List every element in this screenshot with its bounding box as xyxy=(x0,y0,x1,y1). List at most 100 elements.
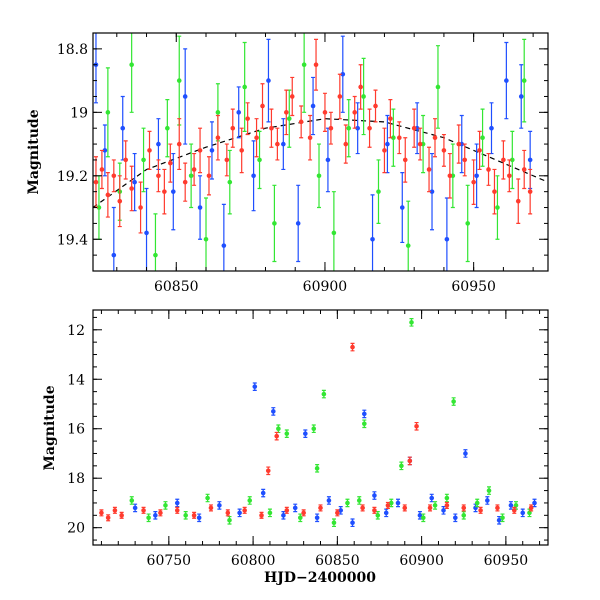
top-data-point xyxy=(435,84,441,90)
bottom-data-point xyxy=(99,510,104,516)
bottom-data-point xyxy=(372,508,377,513)
bottom-data-point xyxy=(383,510,389,516)
top-ticks xyxy=(93,32,548,272)
top-data-point xyxy=(328,125,334,131)
top-data-point xyxy=(165,125,170,131)
bottom-data-point xyxy=(284,508,290,513)
bottom-series-red-band xyxy=(99,342,534,522)
bottom-data-point xyxy=(267,510,273,516)
top-data-point xyxy=(307,135,313,141)
top-data-point xyxy=(518,94,524,99)
top-data-point xyxy=(191,167,197,172)
bottom-data-point xyxy=(321,391,327,397)
top-data-point xyxy=(426,167,432,172)
top-data-point xyxy=(331,230,337,236)
top-data-point xyxy=(105,110,111,115)
bottom-y-tick-label: 20 xyxy=(67,521,85,537)
bottom-data-point xyxy=(205,495,210,501)
bottom-data-point xyxy=(129,498,135,503)
top-data-point xyxy=(93,179,99,185)
top-data-point xyxy=(215,135,221,141)
bottom-data-point xyxy=(508,503,514,508)
bottom-data-point xyxy=(402,505,408,511)
bottom-ticks xyxy=(93,310,548,545)
bottom-data-point xyxy=(274,433,279,439)
top-data-point xyxy=(447,173,453,179)
bottom-data-point xyxy=(271,409,276,414)
top-data-point xyxy=(129,62,134,68)
top-data-point xyxy=(254,135,259,141)
bottom-data-point xyxy=(225,510,231,516)
bottom-data-point xyxy=(532,500,537,506)
top-data-point xyxy=(441,148,447,153)
top-data-point xyxy=(402,157,408,163)
top-x-tick-label: 60950 xyxy=(451,279,496,295)
top-data-point xyxy=(197,205,203,210)
top-data-point xyxy=(489,125,494,131)
top-data-point xyxy=(284,110,289,115)
bottom-ylabel: Magnitude xyxy=(42,385,58,470)
bottom-data-point xyxy=(441,508,446,513)
top-data-point xyxy=(206,173,212,179)
top-data-point xyxy=(257,157,262,163)
bottom-data-point xyxy=(407,458,413,464)
bottom-y-tick-label: 18 xyxy=(67,471,85,487)
top-data-point xyxy=(358,84,363,90)
bottom-data-point xyxy=(153,513,158,518)
bottom-data-point xyxy=(463,451,468,456)
top-data-point xyxy=(316,173,322,179)
top-data-point xyxy=(230,125,236,131)
bottom-data-point xyxy=(141,508,146,513)
top-data-point xyxy=(197,148,203,153)
top-data-point xyxy=(281,141,286,147)
top-series-red-band xyxy=(93,38,533,234)
top-data-point xyxy=(182,94,188,99)
top-data-point xyxy=(397,135,402,141)
top-data-point xyxy=(322,110,328,115)
top-data-point xyxy=(298,119,304,125)
bottom-data-point xyxy=(314,466,320,471)
bottom-data-point xyxy=(527,510,532,516)
bottom-data-point xyxy=(485,498,490,503)
bottom-data-point xyxy=(119,513,124,518)
bottom-data-point xyxy=(260,490,266,496)
top-data-point xyxy=(269,125,274,131)
top-data-point xyxy=(391,135,396,141)
bottom-y-tick-label: 16 xyxy=(67,422,85,438)
top-data-point xyxy=(495,205,500,210)
top-data-point xyxy=(486,167,491,172)
top-data-point xyxy=(188,173,194,179)
bottom-data-point xyxy=(314,515,320,521)
bottom-data-point xyxy=(427,505,433,511)
top-data-point xyxy=(310,103,316,109)
top-data-point xyxy=(295,221,301,226)
top-data-point xyxy=(385,141,390,147)
bottom-data-point xyxy=(326,498,332,503)
bottom-data-point xyxy=(451,399,456,404)
top-data-point xyxy=(111,173,117,179)
bottom-data-point xyxy=(301,510,306,516)
bottom-data-point xyxy=(276,426,281,432)
top-data-point xyxy=(275,141,280,147)
bottom-x-tick-label: 60900 xyxy=(399,553,444,569)
top-data-point xyxy=(120,125,126,131)
bottom-data-point xyxy=(191,513,197,518)
bottom-data-point xyxy=(511,508,517,513)
bottom-data-point xyxy=(388,500,394,506)
bottom-x-tick-label: 60850 xyxy=(315,553,360,569)
bottom-data-point xyxy=(372,493,377,498)
bottom-data-point xyxy=(500,515,505,521)
bottom-data-point xyxy=(174,508,180,513)
top-data-point xyxy=(156,173,161,179)
top-x-tick-label: 60900 xyxy=(303,279,348,295)
top-data-point xyxy=(471,179,476,185)
bottom-data-point xyxy=(461,513,467,518)
bottom-data-point xyxy=(132,505,138,511)
top-model-curve xyxy=(93,118,548,208)
top-data-point xyxy=(346,125,352,131)
top-data-point xyxy=(123,157,129,163)
top-data-point xyxy=(129,186,134,191)
bottom-data-point xyxy=(318,505,323,511)
top-data-point xyxy=(444,236,450,242)
bottom-y-tick-label: 12 xyxy=(67,323,85,339)
